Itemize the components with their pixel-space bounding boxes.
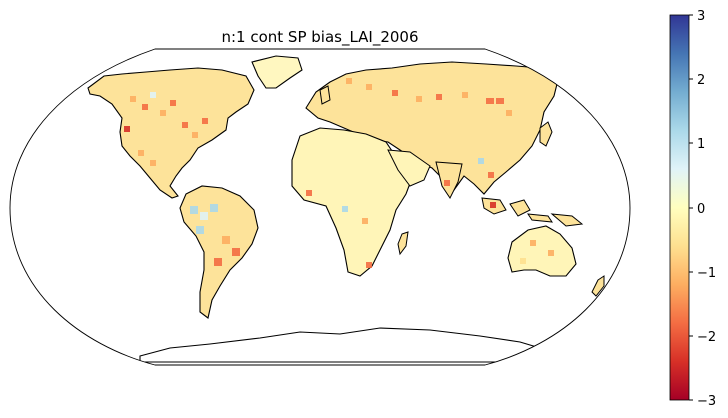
colorbar-tick-label: −3 — [697, 394, 716, 409]
globe-outline — [9, 48, 631, 366]
colorbar-tick-label: −2 — [697, 330, 716, 345]
continent-north-america — [87, 67, 255, 199]
colorbar-tick-label: 2 — [697, 73, 705, 88]
colorbar-tick-label: 0 — [697, 202, 705, 217]
map-title: n:1 cont SP bias_LAI_2006 — [221, 28, 418, 47]
islands-southeast-asia — [481, 197, 554, 223]
colorbar-tick-label: 3 — [697, 9, 705, 24]
colorbar: 3 2 1 0 −1 −2 −3 — [669, 9, 716, 409]
island-new-guinea — [550, 213, 584, 227]
colorbar-tick-label: −1 — [697, 266, 716, 281]
colorbar-tick-label: 1 — [697, 137, 705, 152]
island-madagascar — [397, 231, 409, 256]
continent-greenland — [251, 55, 303, 89]
island-new-zealand — [591, 275, 605, 297]
island-japan — [539, 121, 553, 147]
colorbar-ticks — [689, 14, 693, 401]
bias-grid-cells — [124, 78, 554, 268]
island-britain — [319, 85, 331, 105]
colorbar-gradient — [669, 14, 690, 401]
map-globe — [9, 48, 631, 366]
continent-africa — [291, 127, 413, 277]
continent-south-america — [179, 185, 259, 319]
region-arabia — [387, 149, 431, 187]
